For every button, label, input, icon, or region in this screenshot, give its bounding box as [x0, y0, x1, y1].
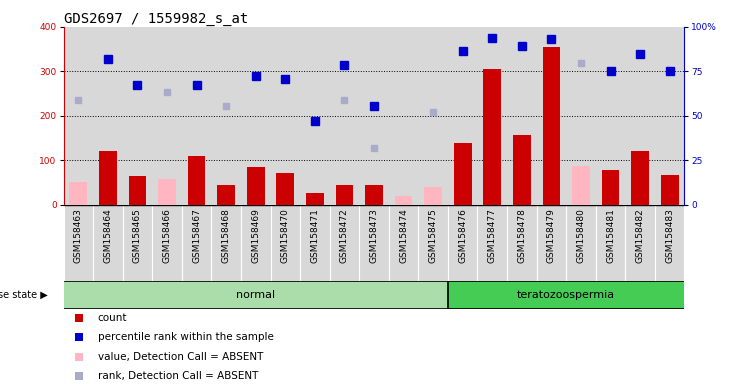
Bar [182, 205, 212, 281]
Bar [418, 205, 448, 281]
Bar [507, 205, 536, 281]
Text: disease state ▶: disease state ▶ [0, 290, 48, 300]
Bar [123, 27, 153, 205]
Bar [389, 205, 418, 281]
Bar [572, 166, 590, 205]
Text: percentile rank within the sample: percentile rank within the sample [98, 333, 274, 343]
Text: GSM158483: GSM158483 [665, 209, 674, 263]
Text: teratozoospermia: teratozoospermia [517, 290, 615, 300]
Bar [212, 27, 241, 205]
Bar [330, 205, 359, 281]
Bar [359, 205, 389, 281]
Bar [418, 27, 448, 205]
Text: GSM158464: GSM158464 [103, 209, 112, 263]
Bar [566, 205, 595, 281]
Bar [595, 27, 625, 205]
Text: GSM158470: GSM158470 [280, 209, 289, 263]
Text: GSM158481: GSM158481 [606, 209, 615, 263]
Bar [477, 27, 507, 205]
Text: GSM158463: GSM158463 [74, 209, 83, 263]
Bar [64, 281, 448, 309]
Bar [507, 27, 536, 205]
Bar [542, 47, 560, 205]
Bar [654, 205, 684, 281]
Text: count: count [98, 313, 127, 323]
Bar [483, 69, 501, 205]
Bar [660, 175, 678, 205]
Bar [625, 27, 654, 205]
Bar [625, 205, 654, 281]
Bar [300, 205, 330, 281]
Bar [336, 185, 353, 205]
Bar [99, 151, 117, 205]
Bar [300, 27, 330, 205]
Bar [454, 142, 471, 205]
Text: GSM158478: GSM158478 [518, 209, 527, 263]
Text: GDS2697 / 1559982_s_at: GDS2697 / 1559982_s_at [64, 12, 248, 26]
Text: GSM158466: GSM158466 [162, 209, 171, 263]
Bar [359, 27, 389, 205]
Text: GSM158480: GSM158480 [577, 209, 586, 263]
Bar [448, 205, 477, 281]
Text: GSM158472: GSM158472 [340, 209, 349, 263]
Bar [64, 27, 94, 205]
Text: rank, Detection Call = ABSENT: rank, Detection Call = ABSENT [98, 371, 258, 381]
Text: GSM158482: GSM158482 [636, 209, 645, 263]
Bar [595, 205, 625, 281]
Bar [247, 167, 265, 205]
Bar [94, 27, 123, 205]
Text: GSM158471: GSM158471 [310, 209, 319, 263]
Text: value, Detection Call = ABSENT: value, Detection Call = ABSENT [98, 352, 263, 362]
Bar [631, 151, 649, 205]
Bar [395, 196, 412, 205]
Text: GSM158473: GSM158473 [370, 209, 378, 263]
Bar [477, 205, 507, 281]
Bar [654, 27, 684, 205]
Bar [123, 205, 153, 281]
Bar [389, 27, 418, 205]
Text: GSM158467: GSM158467 [192, 209, 201, 263]
Bar [601, 170, 619, 205]
Bar [330, 27, 359, 205]
Bar [218, 185, 235, 205]
Bar [129, 176, 147, 205]
Text: GSM158476: GSM158476 [459, 209, 468, 263]
Bar [566, 27, 595, 205]
Bar [153, 205, 182, 281]
Bar [70, 182, 88, 205]
Bar [513, 134, 530, 205]
Bar [153, 27, 182, 205]
Bar [277, 173, 294, 205]
Bar [365, 185, 383, 205]
Bar [448, 281, 684, 309]
Bar [448, 27, 477, 205]
Text: GSM158469: GSM158469 [251, 209, 260, 263]
Bar [536, 27, 566, 205]
Text: GSM158479: GSM158479 [547, 209, 556, 263]
Text: GSM158474: GSM158474 [399, 209, 408, 263]
Bar [271, 27, 300, 205]
Text: GSM158477: GSM158477 [488, 209, 497, 263]
Bar [158, 179, 176, 205]
Bar [212, 205, 241, 281]
Bar [306, 193, 324, 205]
Bar [241, 27, 271, 205]
Bar [64, 205, 94, 281]
Bar [271, 205, 300, 281]
Bar [536, 205, 566, 281]
Bar [424, 187, 442, 205]
Bar [182, 27, 212, 205]
Bar [241, 205, 271, 281]
Bar [188, 156, 206, 205]
Text: GSM158475: GSM158475 [429, 209, 438, 263]
Text: GSM158468: GSM158468 [221, 209, 230, 263]
Text: GSM158465: GSM158465 [133, 209, 142, 263]
Text: normal: normal [236, 290, 275, 300]
Bar [94, 205, 123, 281]
